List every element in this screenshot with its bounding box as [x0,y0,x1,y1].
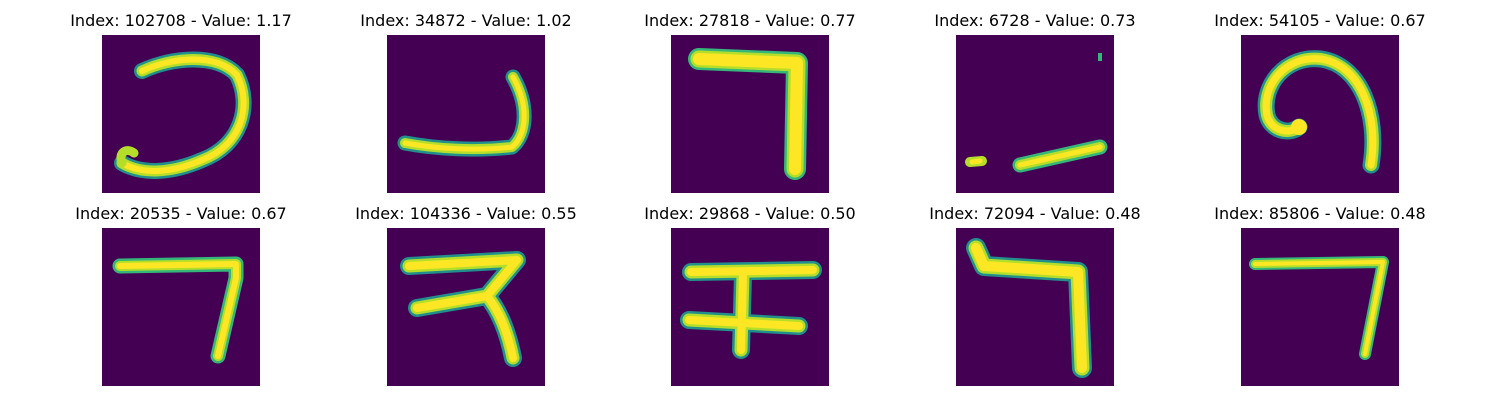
panel-title: Index: 34872 - Value: 1.02 [360,11,572,30]
glyph-diagonal-dash [965,53,1108,173]
panel-title: Index: 85806 - Value: 0.48 [1214,204,1426,223]
panel-title: Index: 72094 - Value: 0.48 [929,204,1141,223]
panel-image [956,228,1114,386]
glyph-open-loop [114,51,252,179]
glyph-thin-seven [1249,256,1389,360]
panel-title: Index: 54105 - Value: 0.67 [1214,11,1426,30]
panel-title: Index: 27818 - Value: 0.77 [644,11,856,30]
panel-title: Index: 6728 - Value: 0.73 [934,11,1136,30]
glyph-three-bar [400,251,526,367]
panel-image [387,35,545,193]
glyph-hook [397,69,532,157]
panel-image [102,228,260,386]
panel-image [1241,228,1399,386]
panel-image [102,35,260,193]
panel-image [956,35,1114,193]
panel-image [671,228,829,386]
panel-title: Index: 20535 - Value: 0.67 [75,204,287,223]
panel-image [1241,35,1399,193]
glyph-cross-bar [680,261,822,359]
panel-title: Index: 102708 - Value: 1.17 [70,11,292,30]
panel-title: Index: 104336 - Value: 0.55 [355,204,577,223]
glyph-seven [112,256,244,364]
panel-image [671,35,829,193]
panel-image [387,228,545,386]
glyph-spiral [1257,50,1382,174]
glyph-seven [966,238,1092,378]
glyph-seven [688,48,808,180]
panel-title: Index: 29868 - Value: 0.50 [644,204,856,223]
